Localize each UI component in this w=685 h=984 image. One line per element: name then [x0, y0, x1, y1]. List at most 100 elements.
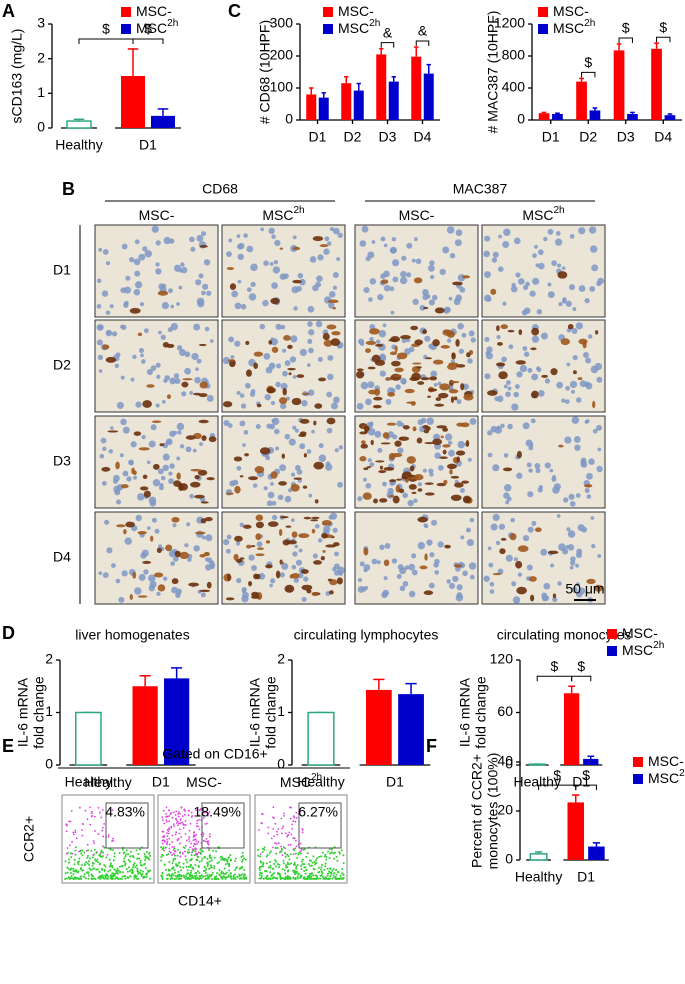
nucleus — [150, 424, 157, 431]
event — [276, 863, 279, 866]
nucleus — [228, 238, 233, 243]
nucleus — [116, 401, 124, 409]
stained-cell — [356, 368, 364, 372]
stained-cell — [194, 494, 205, 499]
event — [68, 858, 71, 861]
event — [204, 871, 207, 874]
event — [179, 865, 182, 868]
stained-cell — [165, 544, 173, 552]
event — [323, 855, 326, 858]
event — [166, 838, 168, 841]
event — [195, 825, 198, 827]
nucleus — [588, 226, 597, 234]
x-tick-label: Healthy — [513, 774, 560, 790]
event — [161, 877, 164, 880]
nucleus — [568, 493, 575, 500]
nucleus — [178, 285, 183, 290]
event — [203, 855, 206, 858]
nucleus — [512, 596, 521, 604]
event — [303, 870, 306, 873]
nucleus — [270, 338, 278, 346]
nucleus — [459, 488, 465, 493]
event — [106, 877, 109, 880]
event — [170, 874, 173, 877]
event — [94, 858, 97, 861]
nucleus — [176, 456, 181, 461]
nucleus — [139, 302, 145, 307]
event — [336, 877, 339, 880]
stained-cell — [398, 488, 405, 494]
nucleus — [379, 544, 385, 550]
nucleus — [489, 581, 495, 587]
nucleus — [272, 417, 280, 426]
event — [244, 876, 247, 879]
nucleus — [284, 433, 291, 440]
stained-cell — [279, 247, 284, 250]
stained-cell — [152, 420, 162, 424]
event — [114, 877, 117, 880]
event — [261, 851, 264, 854]
event — [203, 866, 206, 869]
stained-cell — [290, 483, 300, 492]
nucleus — [275, 381, 281, 388]
event — [320, 866, 323, 869]
nucleus — [557, 263, 562, 268]
nucleus — [363, 286, 370, 294]
nucleus — [140, 353, 144, 358]
event — [296, 856, 299, 859]
nucleus — [140, 359, 146, 364]
stained-cell — [115, 461, 120, 470]
event — [204, 875, 207, 878]
nucleus — [359, 561, 365, 567]
event — [223, 876, 226, 879]
event — [137, 852, 140, 855]
event — [299, 809, 302, 812]
event — [96, 858, 99, 861]
event — [138, 871, 141, 874]
stained-cell — [179, 551, 189, 560]
event — [81, 829, 83, 831]
nucleus — [271, 500, 277, 506]
y-axis-label: IL-6 mRNA — [457, 677, 473, 747]
event — [71, 852, 74, 855]
nucleus — [484, 235, 491, 242]
nucleus — [552, 597, 558, 603]
nucleus — [156, 591, 161, 597]
nucleus — [369, 337, 374, 342]
event — [108, 858, 111, 861]
event — [161, 875, 164, 878]
nucleus — [513, 391, 520, 398]
event — [240, 855, 243, 858]
event — [267, 866, 270, 869]
nucleus — [377, 294, 384, 301]
stained-cell — [198, 419, 209, 424]
event — [180, 806, 183, 809]
event — [103, 823, 106, 825]
nucleus — [205, 534, 213, 542]
bar — [627, 114, 638, 120]
event — [202, 816, 205, 819]
event — [91, 856, 94, 859]
nucleus — [102, 572, 109, 579]
event — [286, 866, 289, 869]
event — [121, 848, 124, 851]
event — [288, 858, 291, 861]
stained-cell — [182, 378, 193, 381]
event — [160, 855, 163, 858]
nucleus — [431, 294, 438, 301]
event — [69, 877, 72, 880]
stained-cell — [314, 403, 323, 409]
event — [308, 875, 311, 878]
nucleus — [371, 240, 376, 244]
bar — [567, 802, 585, 860]
x-tick-label: D1 — [577, 869, 595, 885]
event — [166, 815, 169, 818]
event — [136, 877, 139, 880]
nucleus — [571, 416, 580, 424]
event — [145, 851, 148, 854]
stained-cell — [595, 330, 599, 335]
nucleus — [110, 426, 114, 430]
nucleus — [239, 393, 245, 398]
stained-cell — [462, 495, 471, 504]
nucleus — [468, 562, 477, 570]
